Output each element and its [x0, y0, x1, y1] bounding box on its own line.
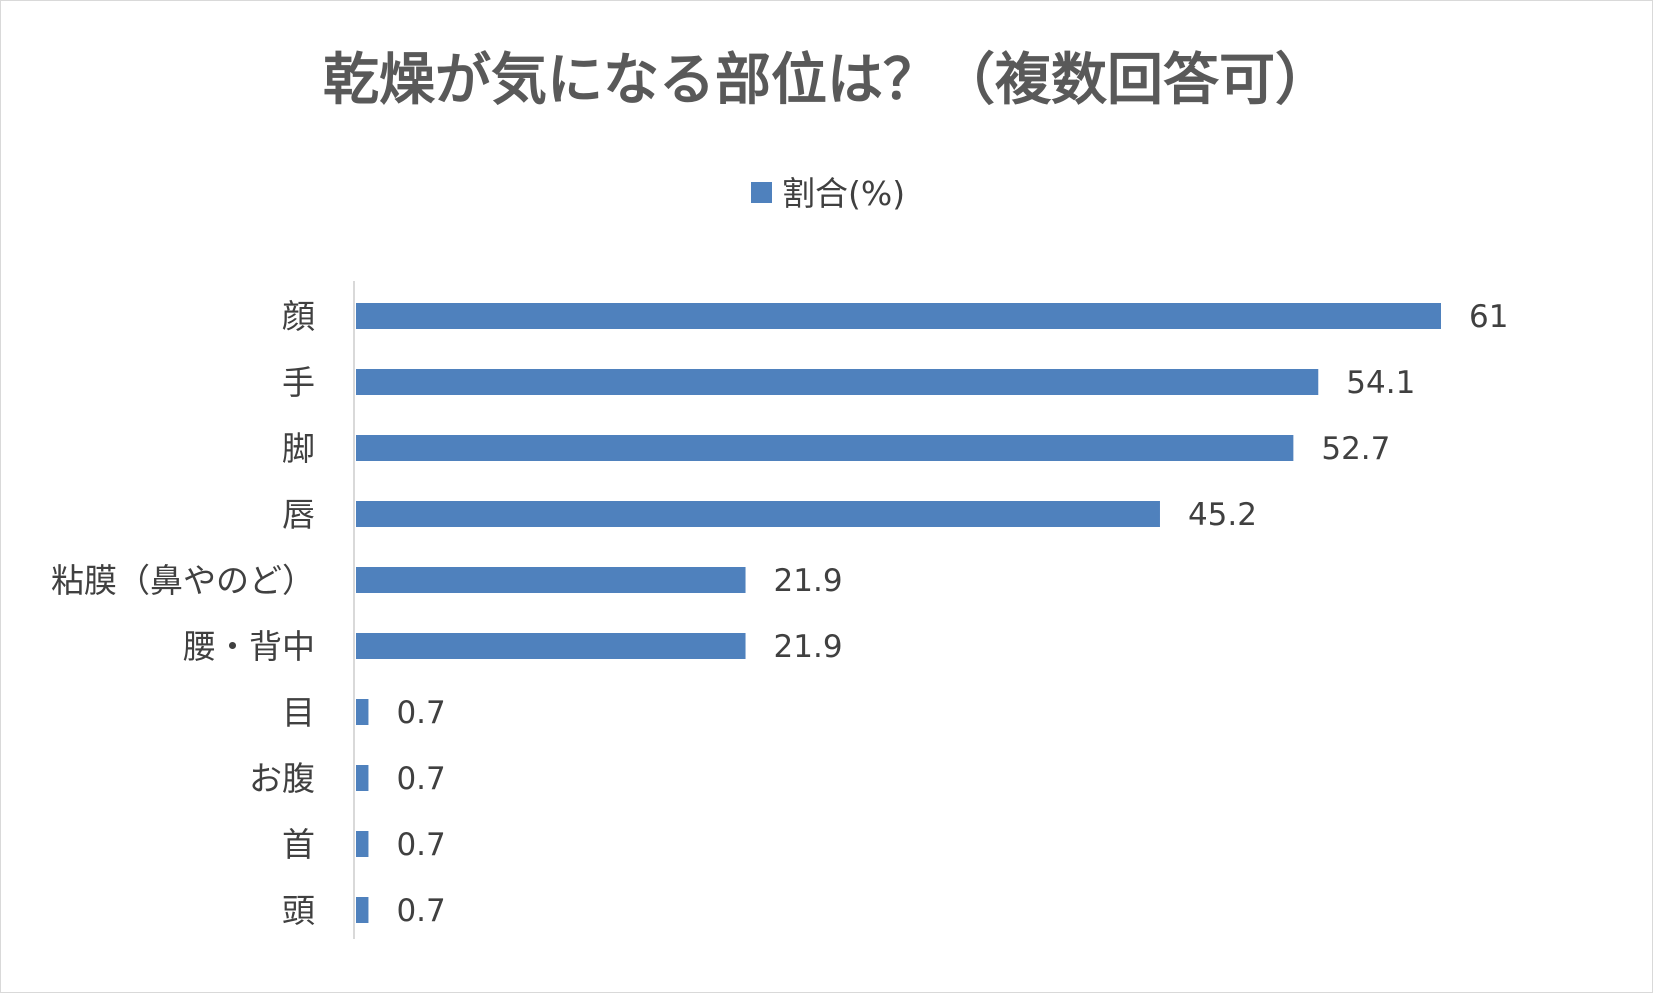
legend-swatch — [751, 182, 772, 203]
bar — [356, 699, 369, 725]
bar — [356, 765, 369, 791]
data-label: 0.7 — [396, 761, 445, 797]
data-label: 21.9 — [774, 563, 843, 599]
category-tick-label: 頭 — [282, 891, 315, 930]
legend-label: 割合(%) — [782, 174, 905, 213]
data-label: 0.7 — [396, 827, 445, 863]
category-tick-label: 粘膜（鼻やのど） — [51, 561, 315, 600]
plot-area: 顔 61 手 54.1 脚 52.7 唇 45.2 粘膜（鼻やのど） 21.9 腰・背中 21.9 目 0… — [51, 297, 1508, 930]
data-label: 52.7 — [1321, 431, 1390, 467]
category-tick-label: 手 — [282, 363, 315, 402]
bar — [356, 897, 369, 923]
bar — [356, 303, 1441, 329]
bar — [356, 567, 746, 593]
category-tick-label: 唇 — [282, 495, 315, 534]
bar — [356, 435, 1294, 461]
category-tick-label: お腹 — [249, 759, 315, 798]
data-label: 21.9 — [774, 629, 843, 665]
bar — [356, 633, 746, 659]
chart-title: 乾燥が気になる部位は？（複数回答可） — [323, 48, 1331, 113]
category-tick-label: 腰・背中 — [183, 627, 315, 666]
bar — [356, 369, 1319, 395]
data-label: 54.1 — [1346, 365, 1415, 401]
category-tick-label: 首 — [282, 825, 315, 864]
bar — [356, 501, 1160, 527]
data-label: 61 — [1469, 299, 1508, 335]
category-tick-label: 脚 — [282, 429, 315, 468]
data-label: 0.7 — [396, 695, 445, 731]
data-label: 0.7 — [396, 893, 445, 929]
data-label: 45.2 — [1188, 497, 1257, 533]
bar — [356, 831, 369, 857]
category-tick-label: 目 — [282, 693, 315, 732]
legend: 割合(%) — [751, 174, 905, 213]
category-tick-label: 顔 — [282, 297, 315, 336]
